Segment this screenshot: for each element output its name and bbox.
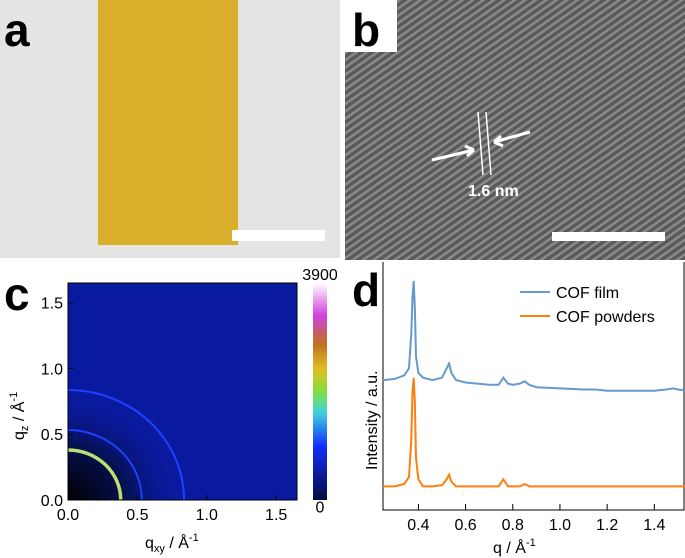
y-tick-label: 1.5 xyxy=(41,296,63,313)
x-tick-label: 1.0 xyxy=(196,507,218,524)
x-tick-label: 0.6 xyxy=(454,517,476,534)
fringe-marker xyxy=(485,111,492,176)
diffraction-ring xyxy=(67,448,123,501)
arrow xyxy=(493,130,531,148)
legend-label: COF film xyxy=(556,285,619,302)
axis-label-part: -1 xyxy=(526,537,536,549)
axis-label-part: -1 xyxy=(189,532,199,544)
axis-label-part: q / Å xyxy=(493,538,526,557)
axis-label-part: / Å xyxy=(9,401,28,425)
label-box xyxy=(345,0,397,52)
x-tick-label: 1.0 xyxy=(549,517,571,534)
x-tick-label: 0.4 xyxy=(407,517,429,534)
colorbar-tick-label: 3900 xyxy=(302,267,338,284)
legend-label: COF powders xyxy=(556,309,655,326)
panel-d: 0.4 0.6 0.8 1.0 1.2 1.4 COF film COF powders q /… xyxy=(352,262,685,557)
scale-bar xyxy=(552,232,665,241)
axis-label: q / Å-1 xyxy=(493,537,536,557)
faint-ring xyxy=(67,429,143,501)
tem-image xyxy=(345,0,685,260)
series-line xyxy=(382,280,685,392)
x-tick-label: 1.2 xyxy=(596,517,618,534)
axis-label: qxy / Å-1 xyxy=(145,532,199,555)
panel-label: b xyxy=(352,4,380,56)
colorbar-tick-label: 0 xyxy=(316,499,325,516)
fringe-marker xyxy=(477,111,484,176)
axes-frame xyxy=(67,282,298,501)
y-tick-label: 1.0 xyxy=(41,361,63,378)
axis-label: qz / Å-1 xyxy=(8,392,31,440)
axis-label-part: z xyxy=(19,426,31,432)
axes-frame xyxy=(382,262,685,511)
axis-label-part: / Å xyxy=(165,533,189,552)
x-tick-label: 1.4 xyxy=(643,517,665,534)
axis-label-part: xy xyxy=(154,543,166,555)
axis-label-part: q xyxy=(11,431,28,440)
faint-ring xyxy=(67,389,186,501)
axis-label: Intensity / a.u. xyxy=(364,370,381,470)
panel-label: c xyxy=(4,268,30,320)
axis-label-part: -1 xyxy=(8,392,20,402)
colorbar xyxy=(313,283,327,500)
x-tick-label: 0.0 xyxy=(57,507,79,524)
scale-bar xyxy=(232,230,325,241)
x-tick-label: 0.8 xyxy=(502,517,524,534)
series-line xyxy=(383,377,685,488)
panel-label: d xyxy=(352,264,380,316)
cof-film-photo xyxy=(98,0,238,245)
axis-label-part: q xyxy=(145,535,154,552)
panel-label: a xyxy=(4,4,30,56)
y-tick-label: 0.5 xyxy=(41,427,63,444)
panel-a: a xyxy=(0,0,340,258)
arrow xyxy=(431,144,475,162)
x-tick-label: 1.5 xyxy=(265,507,287,524)
panel-b: 1.6 nm b xyxy=(345,0,685,260)
x-tick-label: 0.5 xyxy=(126,507,148,524)
y-tick-label: 0.0 xyxy=(41,493,63,510)
annotation: 1.6 nm xyxy=(468,183,519,200)
beam-stop-shadow xyxy=(68,283,297,500)
